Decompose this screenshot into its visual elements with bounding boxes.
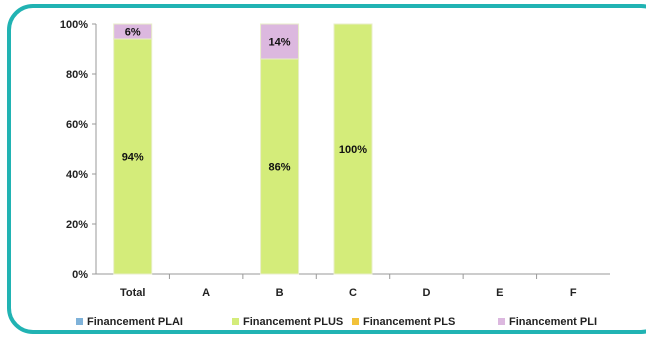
bar-segment	[260, 23, 300, 60]
legend-label: Financement PLS	[363, 316, 455, 328]
legend-swatch	[352, 318, 359, 325]
y-tick-label: 100%	[60, 19, 88, 31]
bar-segment	[260, 58, 300, 275]
x-tick-label: E	[496, 287, 503, 299]
x-tick-label: B	[276, 287, 284, 299]
legend-label: Financement PLI	[509, 316, 597, 328]
x-tick-label: F	[570, 287, 577, 299]
legend-label: Financement PLAI	[87, 316, 183, 328]
x-tick-label: D	[422, 287, 430, 299]
y-tick-label: 60%	[66, 119, 88, 131]
y-tick-label: 20%	[66, 219, 88, 231]
legend-swatch	[232, 318, 239, 325]
data-label: 100%	[339, 144, 367, 156]
x-tick-label: C	[349, 287, 357, 299]
bar-segment	[333, 23, 373, 275]
legend-swatch	[498, 318, 505, 325]
bar-segment	[113, 23, 153, 40]
data-label: 86%	[269, 162, 291, 174]
data-label: 6%	[125, 27, 141, 39]
x-tick-label: Total	[120, 287, 145, 299]
legend-swatch	[76, 318, 83, 325]
bar-segment	[113, 38, 153, 275]
y-tick-label: 40%	[66, 169, 88, 181]
y-tick-label: 80%	[66, 69, 88, 81]
x-tick-label: A	[202, 287, 210, 299]
data-label: 14%	[269, 37, 291, 49]
legend-label: Financement PLUS	[243, 316, 343, 328]
data-label: 94%	[122, 152, 144, 164]
y-tick-label: 0%	[72, 269, 88, 281]
